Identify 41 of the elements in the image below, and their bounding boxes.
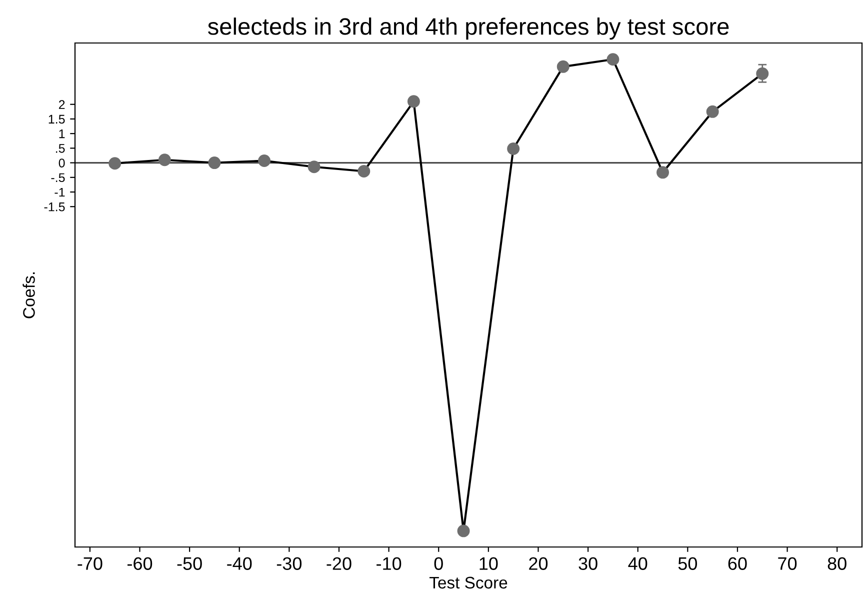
x-tick-label: 70 (778, 557, 797, 570)
point (108, 157, 122, 170)
x-tick-label: -70 (78, 557, 102, 570)
x-tick-label: 20 (529, 557, 548, 570)
chart-title: selecteds in 3rd and 4th preferences by test score (208, 18, 729, 40)
x-tick-label: 30 (578, 557, 598, 570)
x-axis-title: Test Score (430, 576, 508, 589)
y-tick-label: -1.5 (44, 202, 65, 212)
point (556, 60, 570, 73)
y-tick-label: -.5 (51, 173, 65, 182)
point (308, 160, 320, 174)
x-tick-label: -30 (276, 557, 302, 570)
point (706, 105, 719, 118)
x-tick-label: -50 (177, 557, 202, 570)
point (457, 524, 470, 538)
x-tick-label: -20 (326, 557, 352, 570)
x-tick-label: 80 (828, 557, 846, 570)
x-tick-label: 50 (678, 557, 697, 570)
point (358, 165, 370, 178)
point (208, 156, 221, 170)
y-tick-label: 1.5 (48, 114, 65, 124)
point (507, 142, 520, 156)
x-tick-label: 60 (728, 557, 747, 570)
point (656, 166, 670, 179)
x-tick-label: -10 (376, 557, 402, 570)
y-tick-label: 2 (58, 100, 65, 109)
x-tick-label: 0 (434, 557, 443, 570)
y-tick-label: .5 (56, 144, 65, 153)
y-tick-label: -1 (54, 188, 65, 197)
x-tick-label: 40 (628, 557, 648, 570)
x-tick-label: -40 (227, 557, 252, 570)
point (258, 154, 271, 167)
point (606, 53, 620, 66)
y-tick-label: 0 (58, 158, 65, 168)
x-tick-label: 10 (480, 557, 498, 570)
x-tick-label: -60 (128, 557, 152, 570)
point (756, 67, 769, 80)
point (158, 154, 171, 166)
point (407, 95, 420, 108)
y-tick-label: 1 (59, 130, 65, 138)
y-axis-title: Coefs. (22, 272, 35, 318)
